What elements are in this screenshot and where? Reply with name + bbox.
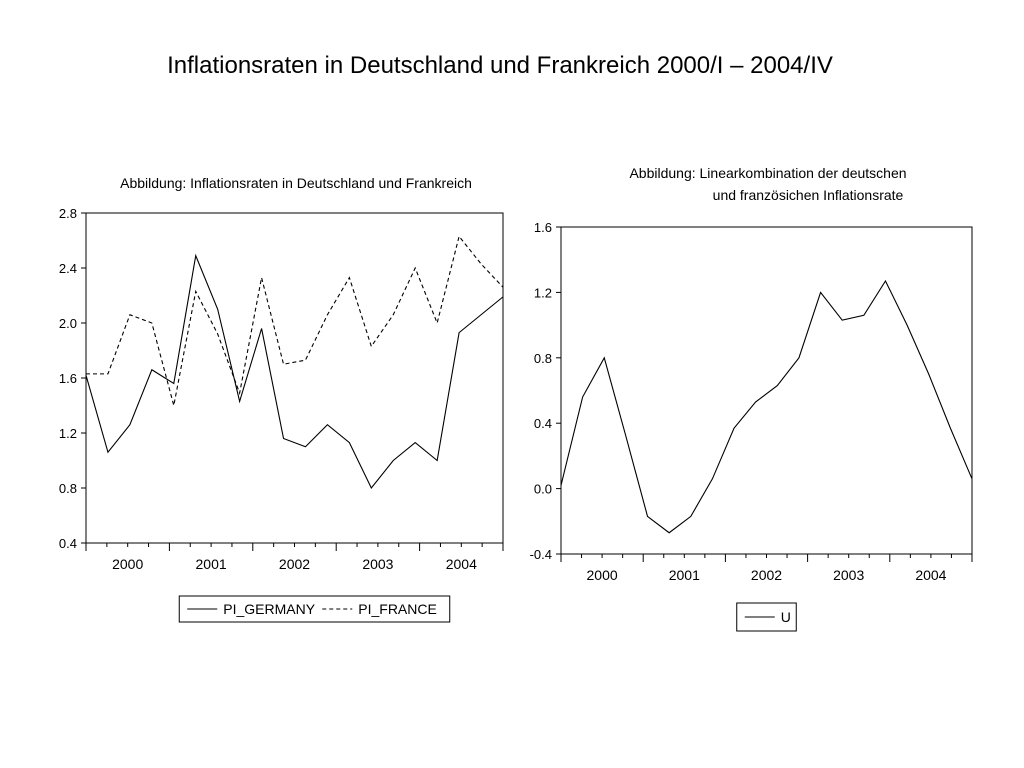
y-tick-label: 2.8	[59, 206, 77, 221]
y-tick-label: 1.2	[59, 426, 77, 441]
x-tick-label: 2004	[446, 556, 477, 572]
y-tick-label: 1.6	[59, 371, 77, 386]
legend-label: U	[781, 609, 791, 625]
x-tick-label: 2001	[196, 556, 227, 572]
series-line-pi-germany	[85, 253, 504, 490]
x-tick-label: 2000	[587, 567, 618, 583]
y-tick-label: 1.6	[534, 220, 552, 235]
slide-title: Inflationsraten in Deutschland und Frank…	[167, 52, 833, 79]
x-tick-label: 2000	[112, 556, 143, 572]
chart-linear-combination: Abbildung: Linearkombination der deutsch…	[530, 165, 973, 632]
y-tick-label: 0.8	[59, 481, 77, 496]
y-tick-label: 2.0	[59, 316, 77, 331]
y-tick-label: 1.2	[534, 285, 552, 300]
y-tick-label: 2.4	[59, 261, 77, 276]
chart-title: und französichen Inflationsrate	[713, 187, 904, 203]
x-tick-label: 2001	[669, 567, 700, 583]
x-tick-label: 2004	[915, 567, 946, 583]
chart-title: Abbildung: Inflationsraten in Deutschlan…	[120, 175, 472, 191]
y-tick-label: -0.4	[530, 547, 552, 562]
x-tick-label: 2003	[362, 556, 393, 572]
chart-inflation-rates: Abbildung: Inflationsraten in Deutschlan…	[59, 175, 504, 623]
legend-label: PI_FRANCE	[358, 601, 437, 617]
y-tick-label: 0.0	[534, 482, 552, 497]
y-tick-label: 0.4	[534, 416, 552, 431]
legend-box	[178, 595, 451, 623]
x-tick-label: 2002	[279, 556, 310, 572]
series-line-pi-france	[86, 235, 504, 406]
series-line-u	[560, 279, 973, 534]
x-tick-label: 2002	[751, 567, 782, 583]
y-tick-label: 0.4	[59, 536, 77, 551]
plot-frame	[560, 226, 973, 555]
chart-title: Abbildung: Linearkombination der deutsch…	[629, 165, 906, 181]
x-tick-label: 2003	[833, 567, 864, 583]
legend-label: PI_GERMANY	[223, 601, 315, 617]
y-tick-label: 0.8	[534, 351, 552, 366]
